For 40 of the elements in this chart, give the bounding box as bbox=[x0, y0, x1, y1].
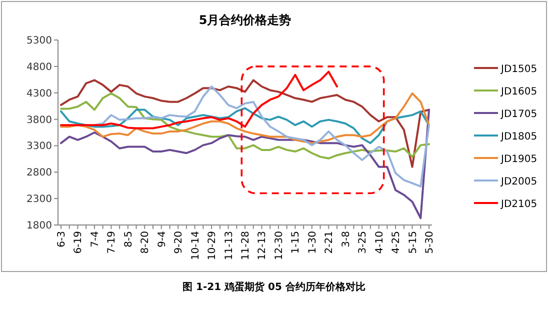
legend-label: JD2005 bbox=[500, 176, 538, 188]
legend-label: JD1705 bbox=[500, 109, 538, 120]
x-tick-label: 10-14 bbox=[190, 231, 202, 260]
x-tick-label: 7-19 bbox=[106, 231, 118, 254]
caption: 图 1-21 鸡蛋期货 05 合约历年价格对比 bbox=[182, 281, 366, 293]
x-tick-label: 2-21 bbox=[324, 231, 336, 254]
x-tick-label: 4-10 bbox=[374, 231, 386, 254]
legend-label: JD1905 bbox=[500, 154, 538, 165]
y-tick-label: 3800 bbox=[26, 114, 52, 126]
x-tick-label: 6-3 bbox=[56, 231, 68, 248]
x-tick-label: 1-30 bbox=[307, 231, 318, 254]
chart-title: 5月合约价格走势 bbox=[198, 13, 292, 27]
y-tick-label: 3300 bbox=[26, 141, 52, 152]
legend-label: JD1605 bbox=[500, 86, 538, 98]
y-tick-label: 4800 bbox=[26, 62, 52, 73]
legend-label: JD1505 bbox=[500, 64, 538, 75]
x-tick-label: 5-30 bbox=[424, 231, 436, 254]
x-tick-label: 6-19 bbox=[73, 231, 84, 254]
x-tick-label: 3-25 bbox=[358, 231, 369, 254]
y-tick-label: 4300 bbox=[26, 88, 52, 100]
x-tick-label: 8-20 bbox=[140, 231, 152, 254]
x-tick-label: 5-15 bbox=[408, 231, 419, 254]
legend-label: JD2105 bbox=[500, 199, 538, 210]
y-tick-label: 5300 bbox=[26, 36, 52, 46]
x-tick-label: 11-28 bbox=[240, 231, 252, 260]
x-tick-label: 4-25 bbox=[391, 231, 402, 254]
x-tick-label: 10-29 bbox=[207, 231, 218, 260]
x-tick-label: 3-8 bbox=[340, 231, 352, 248]
x-tick-label: 12-30 bbox=[274, 231, 285, 260]
legend-label: JD1805 bbox=[500, 132, 538, 142]
x-tick-label: 9-4 bbox=[156, 231, 168, 248]
x-tick-label: 1-15 bbox=[290, 231, 302, 254]
x-tick-label: 12-13 bbox=[257, 231, 268, 260]
x-tick-label: 9-20 bbox=[174, 231, 185, 254]
x-tick-label: 11-13 bbox=[224, 231, 235, 260]
y-tick-label: 2800 bbox=[26, 168, 52, 179]
x-tick-label: 7-4 bbox=[90, 231, 101, 248]
x-tick-label: 8-5 bbox=[123, 231, 134, 248]
y-tick-label: 2300 bbox=[26, 194, 52, 206]
y-tick-label: 1800 bbox=[26, 220, 52, 232]
